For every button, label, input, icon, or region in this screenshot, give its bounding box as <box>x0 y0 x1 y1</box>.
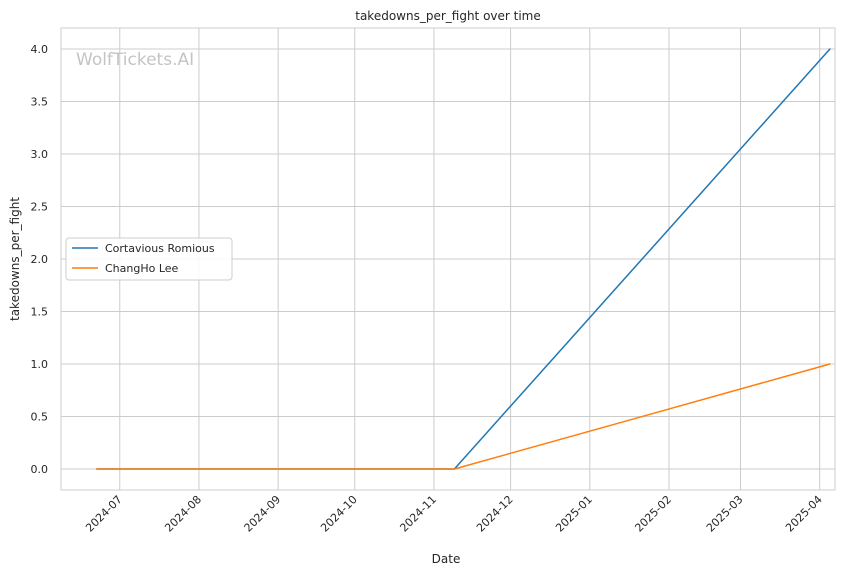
y-tick-label: 1.5 <box>31 306 49 319</box>
data-point <box>453 468 455 470</box>
x-tick-label: 2025-02 <box>632 493 674 535</box>
y-tick-label: 2.5 <box>31 201 49 214</box>
data-point <box>829 48 831 50</box>
y-tick-label: 4.0 <box>31 43 49 56</box>
data-point <box>96 468 98 470</box>
x-tick-label: 2024-09 <box>242 493 284 535</box>
gridlines <box>61 28 835 490</box>
y-axis-title: takedowns_per_fight <box>8 197 22 321</box>
x-axis-title: Date <box>432 552 461 566</box>
data-point <box>829 363 831 365</box>
y-tick-label: 0.0 <box>31 463 49 476</box>
x-tick-label: 2025-04 <box>783 493 825 535</box>
legend: Cortavious Romious ChangHo Lee <box>65 237 233 281</box>
x-tick-label: 2024-08 <box>162 493 204 535</box>
x-axis-ticks: 2024-07 2024-08 2024-09 2024-10 2024-11 2024-… <box>83 493 825 535</box>
x-tick-label: 2025-03 <box>704 493 746 535</box>
x-tick-label: 2025-01 <box>553 493 595 535</box>
legend-label-cortavious-romious: Cortavious Romious <box>105 242 215 255</box>
chart-title: takedowns_per_fight over time <box>355 9 541 23</box>
y-tick-label: 0.5 <box>31 411 49 424</box>
x-tick-label: 2024-11 <box>397 493 439 535</box>
legend-box <box>65 237 233 281</box>
series-layer <box>96 48 831 470</box>
legend-label-changho-lee: ChangHo Lee <box>105 262 179 275</box>
y-tick-label: 3.5 <box>31 96 49 109</box>
watermark: WolfTickets.AI <box>76 50 194 70</box>
x-tick-label: 2024-10 <box>318 493 360 535</box>
x-tick-label: 2024-07 <box>83 493 125 535</box>
x-tick-label: 2024-12 <box>474 493 516 535</box>
y-tick-label: 3.0 <box>31 148 49 161</box>
y-tick-label: 2.0 <box>31 253 49 266</box>
y-tick-label: 1.0 <box>31 358 49 371</box>
y-axis-ticks: 0.0 0.5 1.0 1.5 2.0 2.5 3.0 3.5 4.0 <box>31 43 49 476</box>
